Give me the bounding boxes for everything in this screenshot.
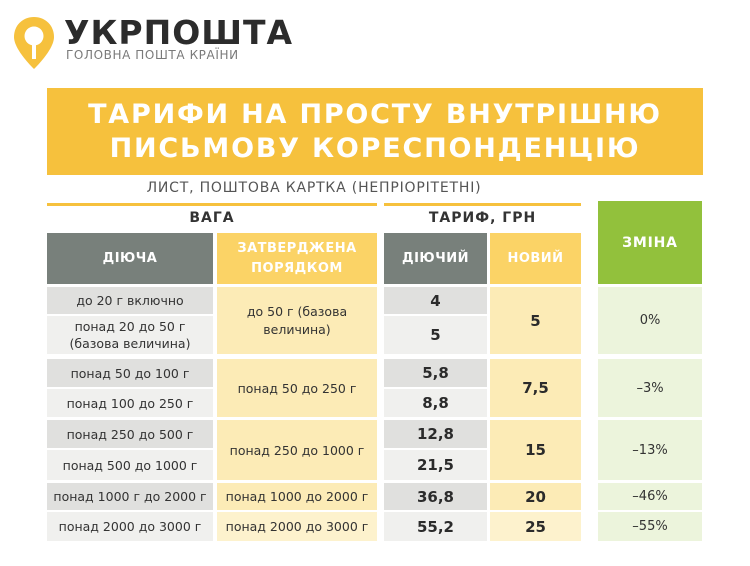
change-cell: 0%	[598, 287, 702, 354]
weight-approved-cell: до 50 г (базова величина)	[217, 287, 377, 354]
tariff-new-cell: 20	[490, 483, 581, 510]
weight-approved-header-line1: ЗАТВЕРДЖЕНА	[237, 240, 357, 256]
tariff-current-cell: 21,5	[384, 450, 487, 480]
tariff-header-line	[384, 203, 581, 206]
change-cell: –55%	[598, 512, 702, 541]
weight-header: ВАГА	[189, 210, 235, 226]
weight-current-cell: понад 500 до 1000 г	[47, 450, 213, 480]
title-line-2: ПИСЬМОВУ КОРЕСПОНДЕНЦІЮ	[109, 132, 641, 164]
tariff-current-cell: 5,8	[384, 359, 487, 387]
tariff-current-cell: 55,2	[384, 512, 487, 541]
tariff-new-cell: 25	[490, 512, 581, 541]
tariff-current-cell: 5	[384, 316, 487, 354]
weight-current-cell: до 20 г включно	[47, 287, 213, 314]
weight-current-cell: понад 100 до 250 г	[47, 389, 213, 417]
tariff-header: ТАРИФ, ГРН	[428, 210, 537, 226]
tariff-new-header: НОВИЙ	[490, 233, 581, 284]
change-cell: –13%	[598, 420, 702, 480]
title-line-1: ТАРИФИ НА ПРОСТУ ВНУТРІШНЮ	[88, 98, 662, 130]
weight-current-cell: понад 250 до 500 г	[47, 420, 213, 448]
title-banner: ТАРИФИ НА ПРОСТУ ВНУТРІШНЮ ПИСЬМОВУ КОРЕ…	[47, 88, 703, 175]
weight-approved-cell: понад 2000 до 3000 г	[217, 512, 377, 541]
tariff-current-cell: 4	[384, 287, 487, 314]
tariff-new-cell: 15	[490, 420, 581, 480]
tariff-current-cell: 36,8	[384, 483, 487, 510]
weight-current-header: ДІЮЧА	[47, 233, 213, 284]
change-header: ЗМІНА	[598, 201, 702, 284]
brand-name: УКРПОШТА	[64, 13, 294, 52]
weight-approved-header: ЗАТВЕРДЖЕНА ПОРЯДКОМ	[217, 233, 377, 284]
weight-approved-cell: понад 250 до 1000 г	[217, 420, 377, 480]
weight-current-cell: понад 2000 до 3000 г	[47, 512, 213, 541]
tariff-new-cell: 5	[490, 287, 581, 354]
tariff-current-cell: 8,8	[384, 389, 487, 417]
weight-approved-header-line2: ПОРЯДКОМ	[251, 260, 343, 276]
weight-current-cell: понад 20 до 50 г (базова величина)	[47, 316, 213, 354]
weight-header-line	[47, 203, 377, 206]
weight-approved-cell: понад 1000 до 2000 г	[217, 483, 377, 510]
ukrposhta-logo-icon	[14, 17, 54, 69]
tariff-current-header: ДІЮЧИЙ	[384, 233, 487, 284]
change-cell: –3%	[598, 359, 702, 417]
weight-approved-cell: понад 50 до 250 г	[217, 359, 377, 417]
weight-current-cell: понад 50 до 100 г	[47, 359, 213, 387]
tariff-current-cell: 12,8	[384, 420, 487, 448]
brand-tagline: ГОЛОВНА ПОШТА КРАЇНИ	[66, 48, 239, 62]
weight-current-cell: понад 1000 г до 2000 г	[47, 483, 213, 510]
subtitle: ЛИСТ, ПОШТОВА КАРТКА (НЕПРІОРІТЕТНІ)	[146, 180, 482, 196]
tariff-new-cell: 7,5	[490, 359, 581, 417]
change-cell: –46%	[598, 483, 702, 510]
